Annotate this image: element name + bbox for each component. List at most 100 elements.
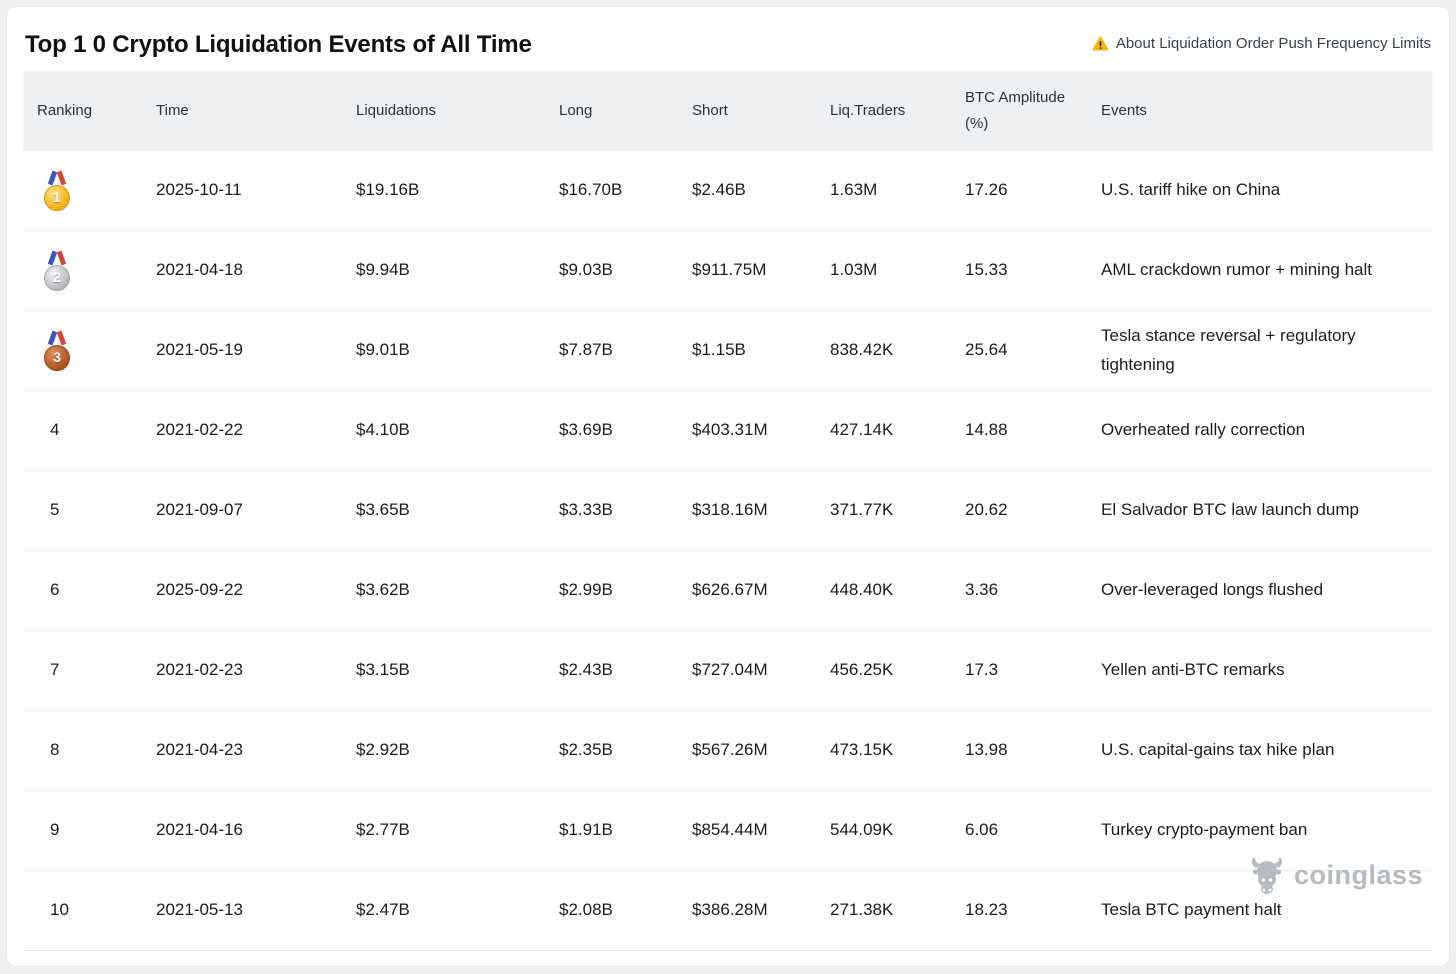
table-row: 7 2021-02-23 $3.15B $2.43B $727.04M 456.25K 17…	[23, 631, 1433, 711]
cell-btc_amplitude: 20.62	[965, 500, 1008, 520]
cell-btc_amplitude: 3.36	[965, 580, 999, 600]
cell-btc_amplitude: 18.23	[965, 900, 1008, 920]
table-body: 1 2025-10-11 $19.16B $16.70B $2.46B 1.63M 17.2…	[23, 151, 1433, 951]
cell-liq_traders: 838.42K	[830, 340, 894, 360]
table-row: 4 2021-02-22 $4.10B $3.69B $403.31M 427.14K 14…	[23, 391, 1433, 471]
cell-liq_traders: 271.38K	[830, 900, 894, 920]
page-title: Top 1 0 Crypto Liquidation Events of All…	[25, 31, 532, 58]
cell-long: $2.99B	[559, 580, 613, 600]
cell-events: Tesla BTC payment halt	[1101, 900, 1282, 920]
cell-short: $1.15B	[692, 340, 746, 360]
rank-number: 9	[50, 820, 60, 840]
column-header-btc_amplitude: BTC Amplitude (%)	[965, 88, 1066, 132]
cell-events: AML crackdown rumor + mining halt	[1101, 260, 1373, 280]
rank-number: 5	[50, 500, 60, 520]
liquidation-events-card: Top 1 0 Crypto Liquidation Events of All…	[6, 6, 1450, 967]
cell-time: 2025-10-11	[156, 180, 242, 200]
cell-ranking: 9	[23, 816, 142, 845]
cell-ranking: 6	[23, 576, 142, 605]
table-row: 9 2021-04-16 $2.77B $1.91B $854.44M 544.09K 6.…	[23, 791, 1433, 871]
cell-ranking: 4	[23, 416, 142, 445]
cell-liq_traders: 371.77K	[830, 500, 894, 520]
cell-liquidations: $3.65B	[356, 500, 410, 520]
card-header: Top 1 0 Crypto Liquidation Events of All…	[7, 7, 1449, 71]
table-header-row: Ranking Time Liquidations Long Short Liq.Trad…	[23, 71, 1433, 151]
cell-btc_amplitude: 15.33	[965, 260, 1008, 280]
frequency-limits-link[interactable]: About Liquidation Order Push Frequency L…	[1092, 34, 1431, 54]
cell-short: $854.44M	[692, 820, 768, 840]
cell-long: $3.69B	[559, 420, 613, 440]
table-row: 5 2021-09-07 $3.65B $3.33B $318.16M 371.77K 20…	[23, 471, 1433, 551]
cell-btc_amplitude: 6.06	[965, 820, 999, 840]
column-header-short: Short	[692, 101, 728, 119]
frequency-limits-label: About Liquidation Order Push Frequency L…	[1115, 35, 1431, 52]
cell-btc_amplitude: 14.88	[965, 420, 1008, 440]
cell-time: 2025-09-22	[156, 580, 243, 600]
cell-long: $1.91B	[559, 820, 613, 840]
cell-long: $7.87B	[559, 340, 613, 360]
cell-ranking: 1	[23, 170, 142, 212]
cell-time: 2021-02-23	[156, 660, 243, 680]
cell-long: $2.08B	[559, 900, 613, 920]
cell-ranking: 3	[23, 330, 142, 372]
rank-number: 8	[50, 740, 60, 760]
rank-number: 6	[50, 580, 60, 600]
cell-ranking: 2	[23, 250, 142, 292]
cell-time: 2021-05-19	[156, 340, 243, 360]
cell-events: Tesla stance reversal + regulatory tight…	[1101, 325, 1356, 374]
table-row: 6 2025-09-22 $3.62B $2.99B $626.67M 448.40K 3.…	[23, 551, 1433, 631]
table-row: 2 2021-04-18 $9.94B $9.03B $911.75M 1.03M 15.3…	[23, 231, 1433, 311]
column-header-liquidations: Liquidations	[356, 101, 437, 119]
cell-short: $318.16M	[692, 500, 768, 520]
cell-long: $3.33B	[559, 500, 613, 520]
cell-events: Overheated rally correction	[1101, 420, 1306, 440]
cell-short: $386.28M	[692, 900, 768, 920]
cell-btc_amplitude: 25.64	[965, 340, 1008, 360]
table-row: 8 2021-04-23 $2.92B $2.35B $567.26M 473.15K 13…	[23, 711, 1433, 791]
cell-liquidations: $2.77B	[356, 820, 410, 840]
cell-short: $2.46B	[692, 180, 746, 200]
cell-liq_traders: 473.15K	[830, 740, 894, 760]
cell-liquidations: $4.10B	[356, 420, 410, 440]
cell-ranking: 10	[23, 896, 142, 925]
cell-time: 2021-02-22	[156, 420, 243, 440]
cell-liquidations: $2.47B	[356, 900, 410, 920]
cell-liq_traders: 1.03M	[830, 260, 878, 280]
cell-long: $2.35B	[559, 740, 613, 760]
cell-ranking: 7	[23, 656, 142, 685]
cell-events: U.S. capital-gains tax hike plan	[1101, 740, 1335, 760]
table-row: 1 2025-10-11 $19.16B $16.70B $2.46B 1.63M 17.2…	[23, 151, 1433, 231]
cell-short: $567.26M	[692, 740, 768, 760]
cell-events: El Salvador BTC law launch dump	[1101, 500, 1359, 520]
cell-short: $727.04M	[692, 660, 768, 680]
silver-medal-icon: 2	[43, 250, 71, 292]
cell-liq_traders: 448.40K	[830, 580, 894, 600]
cell-long: $16.70B	[559, 180, 623, 200]
cell-time: 2021-04-16	[156, 820, 243, 840]
table-row: 3 2021-05-19 $9.01B $7.87B $1.15B 838.42K 25.6…	[23, 311, 1433, 391]
cell-events: Yellen anti-BTC remarks	[1101, 660, 1285, 680]
column-header-events: Events	[1101, 101, 1147, 119]
rank-number: 4	[50, 420, 60, 440]
cell-time: 2021-05-13	[156, 900, 243, 920]
cell-events: Turkey crypto-payment ban	[1101, 820, 1308, 840]
cell-liquidations: $3.62B	[356, 580, 410, 600]
cell-liq_traders: 456.25K	[830, 660, 894, 680]
cell-short: $911.75M	[692, 260, 767, 280]
cell-btc_amplitude: 13.98	[965, 740, 1008, 760]
gold-medal-icon: 1	[43, 170, 71, 212]
cell-liquidations: $9.01B	[356, 340, 410, 360]
bronze-medal-icon: 3	[43, 330, 71, 372]
cell-liq_traders: 427.14K	[830, 420, 894, 440]
cell-liq_traders: 1.63M	[830, 180, 878, 200]
warning-icon	[1092, 36, 1109, 51]
cell-liquidations: $19.16B	[356, 180, 420, 200]
cell-short: $403.31M	[692, 420, 768, 440]
cell-long: $2.43B	[559, 660, 613, 680]
cell-ranking: 5	[23, 496, 142, 525]
rank-number: 7	[50, 660, 60, 680]
cell-liq_traders: 544.09K	[830, 820, 894, 840]
column-header-ranking: Ranking	[37, 101, 93, 119]
cell-liquidations: $2.92B	[356, 740, 410, 760]
cell-time: 2021-04-23	[156, 740, 243, 760]
